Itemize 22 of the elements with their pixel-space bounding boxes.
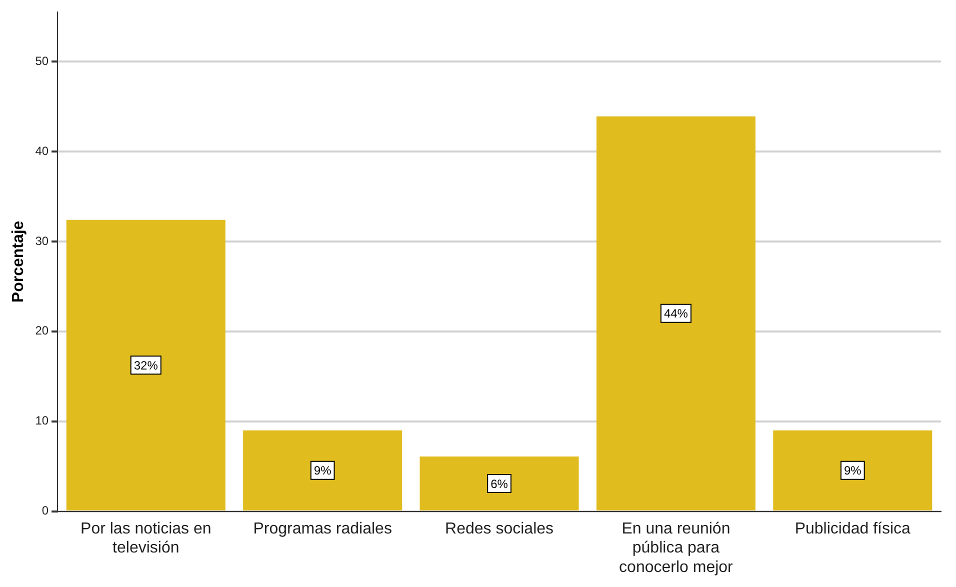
data-label: 44%	[664, 306, 688, 321]
bar	[243, 430, 402, 510]
x-tick-label: En una reunión pública para conocerlo mejor	[619, 520, 734, 576]
bar	[596, 116, 756, 510]
data-label: 9%	[844, 464, 862, 478]
y-axis-title: Porcentaje	[10, 220, 28, 303]
y-tick-label: 10	[35, 414, 49, 428]
data-label: 6%	[490, 476, 508, 491]
x-tick-label: Programas radiales	[253, 520, 392, 538]
y-tick-label: 30	[35, 234, 49, 248]
data-label: 9%	[314, 464, 332, 478]
bar	[773, 430, 932, 510]
x-tick-label: Publicidad física	[794, 520, 911, 538]
bar	[420, 456, 579, 510]
x-tick-label: Redes sociales	[445, 520, 554, 538]
y-tick-label: 50	[35, 54, 49, 68]
data-label: 32%	[134, 358, 158, 372]
y-tick-label: 40	[35, 144, 49, 158]
y-tick-label: 20	[35, 324, 49, 338]
x-tick-label: Por las noticias en televisión	[80, 520, 212, 557]
bar	[66, 220, 226, 510]
y-tick-label: 0	[42, 504, 49, 518]
